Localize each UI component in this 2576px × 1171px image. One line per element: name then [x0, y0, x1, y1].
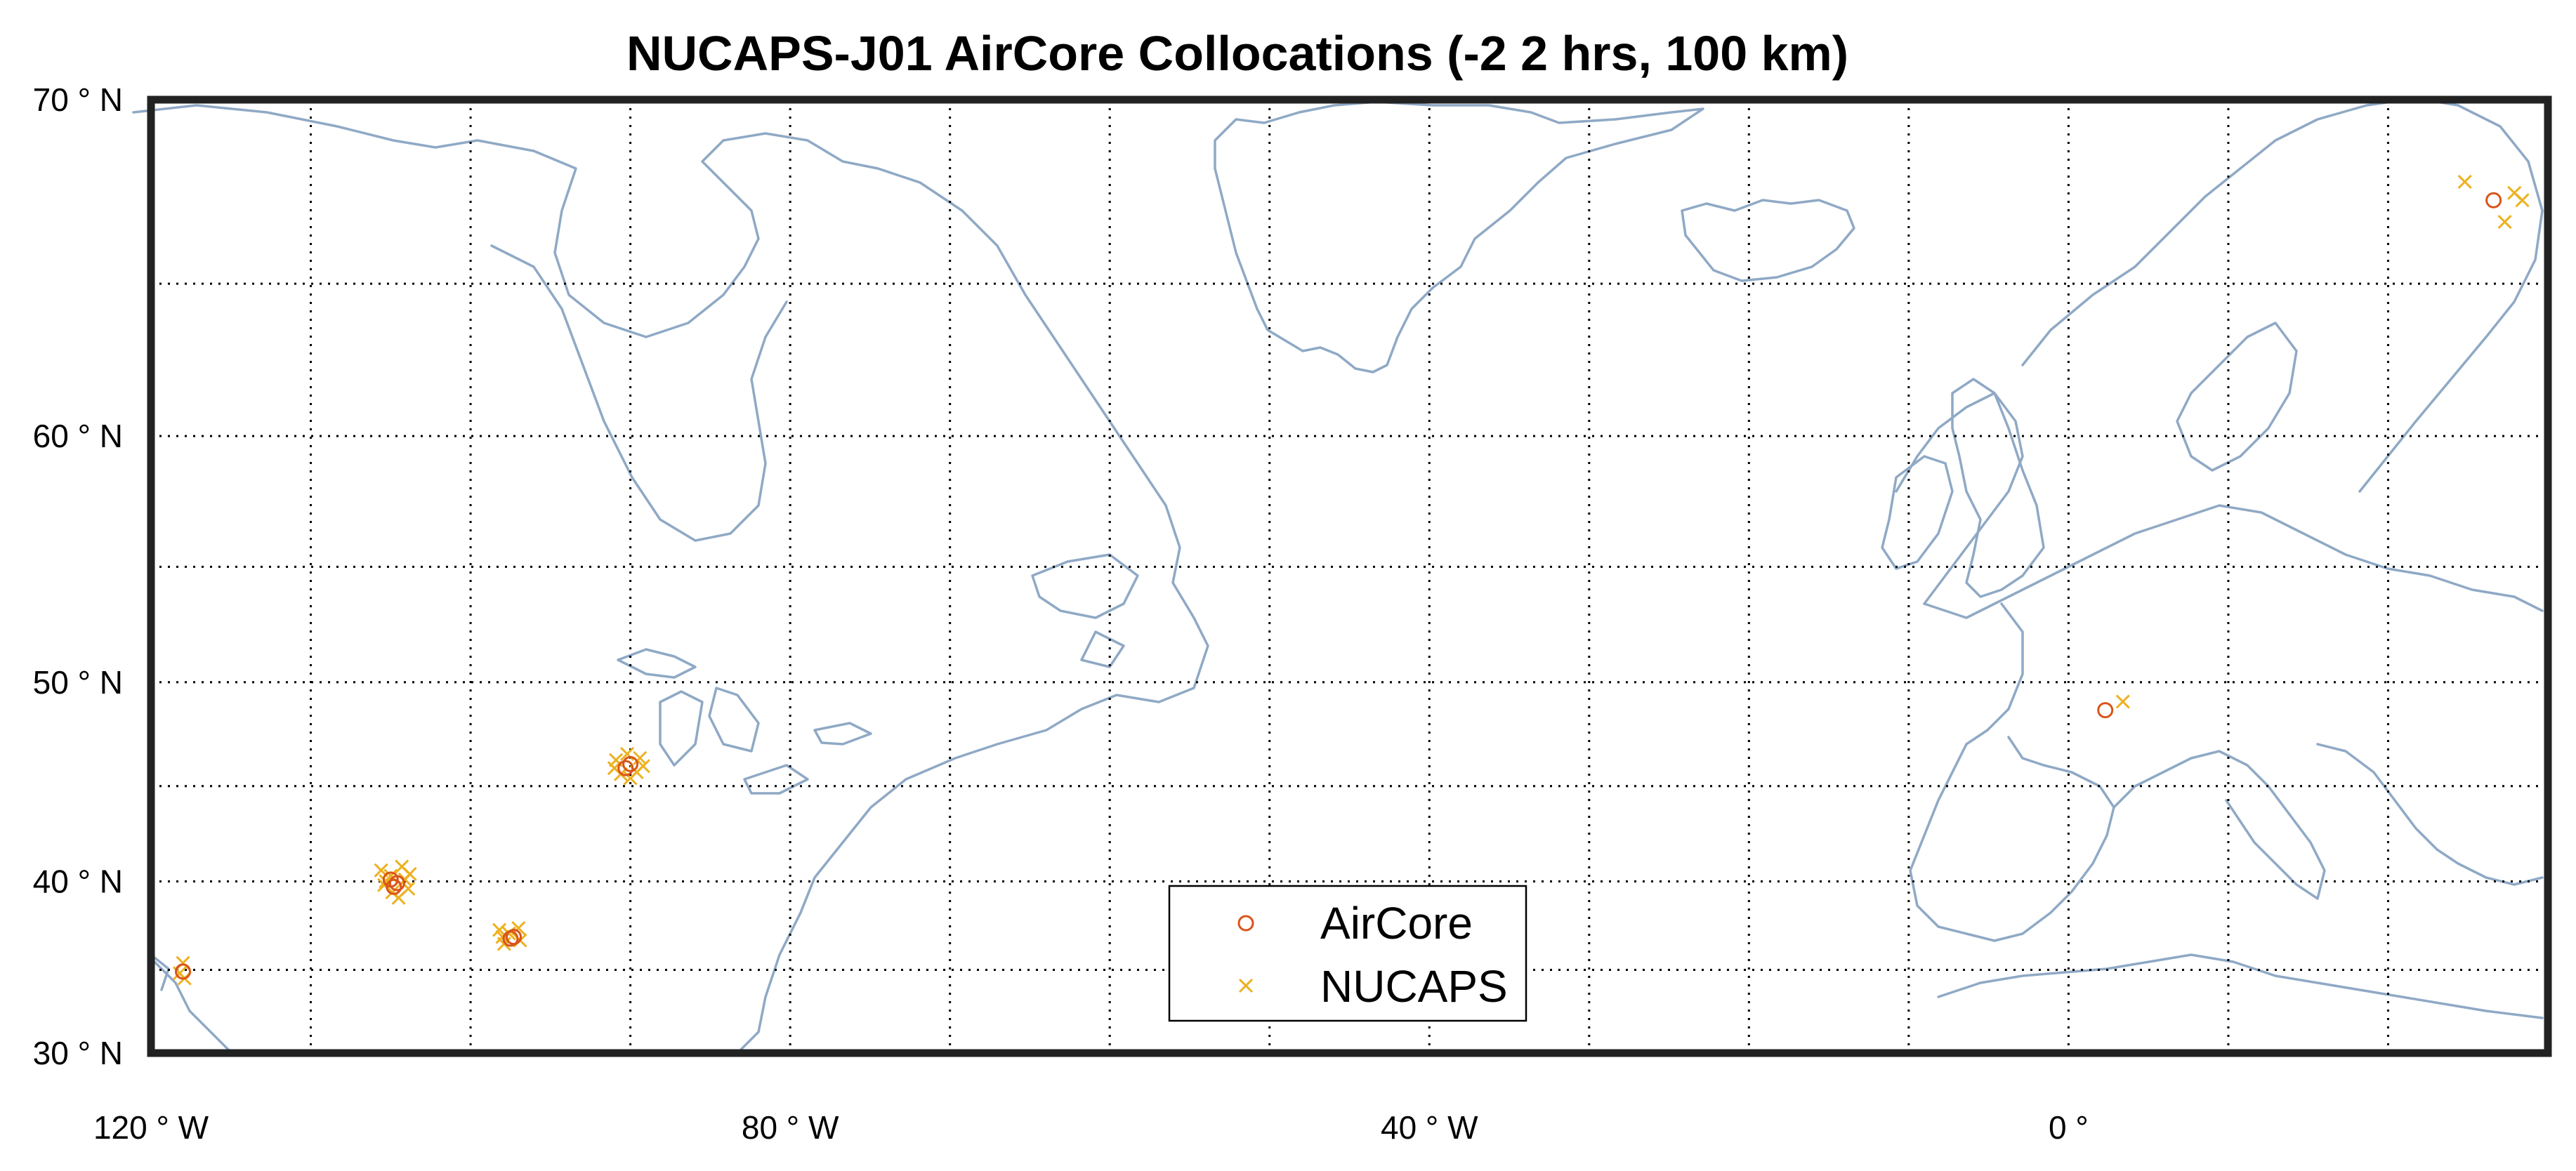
aircore-point: [617, 760, 634, 776]
legend: AirCore NUCAPS: [1168, 885, 1527, 1022]
nucaps-point: [636, 759, 650, 774]
aircore-point: [386, 878, 402, 895]
y-tick-label: 70 ° N: [33, 81, 123, 118]
nucaps-point: [2515, 193, 2530, 208]
nucaps-point: [607, 761, 622, 776]
aircore-point: [2485, 192, 2502, 209]
aircore-point: [622, 755, 639, 772]
x-tick-label: 80 ° W: [742, 1109, 839, 1146]
legend-label-nucaps: NUCAPS: [1320, 961, 1508, 1012]
legend-box: [1168, 885, 1527, 1022]
y-tick-label: 30 ° N: [33, 1035, 123, 1071]
legend-label-aircore: AirCore: [1320, 898, 1473, 948]
nucaps-point: [492, 922, 507, 937]
nucaps-point: [623, 771, 638, 786]
legend-marker-nucaps: [1238, 978, 1254, 993]
aircore-point: [175, 963, 192, 980]
data-points: [172, 174, 2530, 986]
chart-title: NUCAPS-J01 AirCore Collocations (-2 2 hr…: [626, 26, 1848, 81]
aircore-point: [506, 929, 523, 946]
aircore-point: [388, 875, 405, 892]
nucaps-point: [2115, 694, 2130, 709]
nucaps-point: [2457, 174, 2472, 189]
plot-frame: [147, 95, 2552, 1057]
axis-ticks: 120 ° W 80 ° W 40 ° W 0 ° 30 ° N 40 ° N 50 ° N…: [33, 81, 2089, 1146]
y-tick-label: 50 ° N: [33, 664, 123, 701]
x-tick-label: 120 ° W: [93, 1109, 209, 1146]
x-tick-label: 40 ° W: [1381, 1109, 1478, 1146]
nucaps-point: [633, 750, 648, 765]
x-tick-label: 0 °: [2049, 1109, 2089, 1146]
y-tick-label: 60 ° N: [33, 418, 123, 454]
aircore-point: [2097, 702, 2114, 719]
legend-marker-aircore: [1237, 915, 1254, 932]
nucaps-point: [2497, 214, 2512, 230]
y-tick-label: 40 ° N: [33, 863, 123, 899]
nucaps-point: [385, 885, 400, 900]
